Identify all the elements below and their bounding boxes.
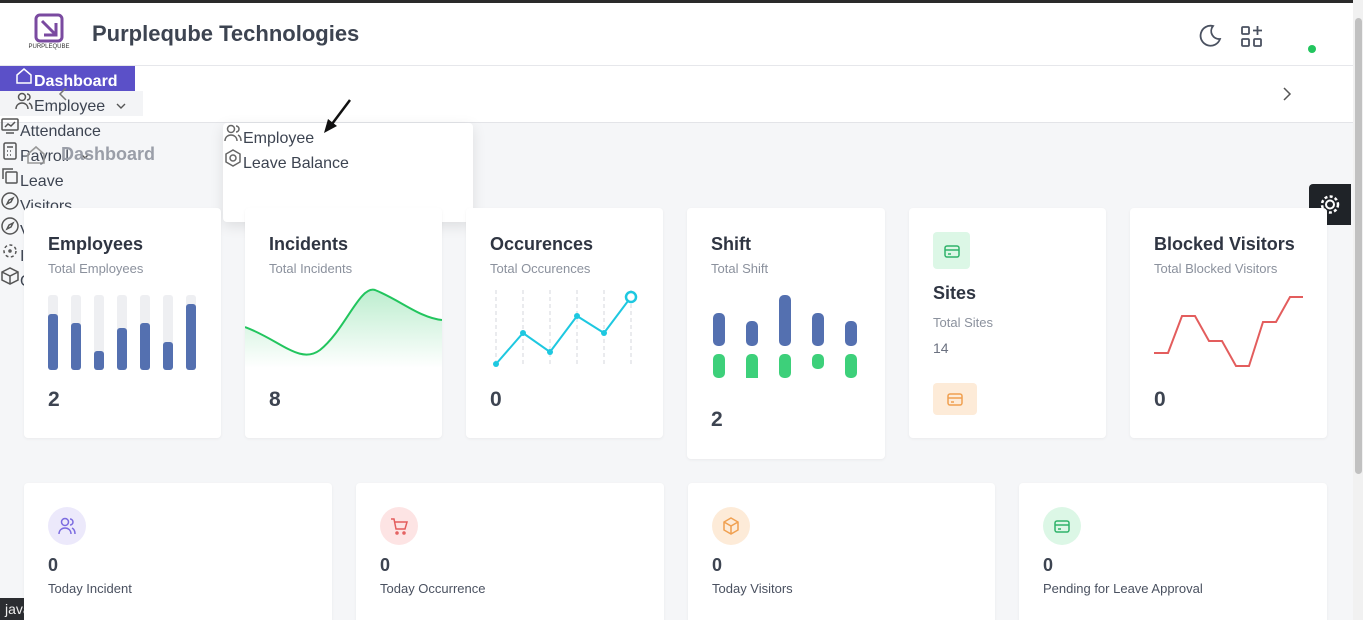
sparkline <box>245 288 442 368</box>
stat-card: Employees Total Employees 2 <box>24 208 221 438</box>
summary-value: 0 <box>48 555 59 575</box>
nav-item[interactable]: Attendance <box>0 116 130 141</box>
summary-value: 0 <box>1043 555 1054 575</box>
status-dot <box>1308 45 1316 53</box>
card-value: 8 <box>269 388 281 411</box>
nav-label: Employee <box>34 98 106 115</box>
card-value: 2 <box>48 388 60 411</box>
scrollbar <box>1353 0 1363 620</box>
logo: PURPLEQUBE <box>28 13 70 50</box>
summary-card: 0 Pending for Leave Approval <box>1019 483 1327 620</box>
dropdown-item[interactable]: Employee <box>223 123 473 148</box>
dropdown-label: Leave Balance <box>243 155 349 172</box>
stat-card: Blocked Visitors Total Blocked Visitors 0 <box>1130 208 1327 438</box>
stat-card: Shift Total Shift 2 <box>687 208 885 459</box>
sparkline <box>48 295 196 370</box>
card-subtitle: Total Blocked Visitors <box>1154 261 1278 276</box>
pointer-arrow <box>324 99 351 133</box>
summary-label: Pending for Leave Approval <box>1043 581 1203 596</box>
nav-label: Leave <box>20 173 64 190</box>
card-subtitle: Total Shift <box>711 261 769 276</box>
summary-label: Today Visitors <box>712 581 793 596</box>
summary-card: 0 Today Incident <box>24 483 332 620</box>
nav-label: Attendance <box>20 123 101 140</box>
stat-card: Incidents Total Incidents 8 <box>245 208 442 438</box>
card-value: 2 <box>711 408 723 431</box>
card-title: Sites <box>933 283 977 303</box>
nav-label: Dashboard <box>34 73 118 90</box>
card-subtitle: Total Sites <box>933 315 993 330</box>
card-title: Incidents <box>269 234 349 254</box>
card-value: 0 <box>1154 388 1166 411</box>
card-title: Occurences <box>490 234 594 254</box>
dropdown-label: Employee <box>243 130 315 147</box>
card-title: Employees <box>48 234 144 254</box>
nav-bar: Dashboard Employee Attendance Payroll Leave V… <box>0 66 1353 290</box>
breadcrumb-icon <box>27 145 45 164</box>
card-subtitle: Total Incidents <box>269 261 353 276</box>
card-subtitle: Total Occurences <box>490 261 591 276</box>
top-bar: PURPLEQUBE Purpleqube Technologies <box>0 0 1353 66</box>
stat-card: Occurences Total Occurences 0 <box>466 208 663 438</box>
sparkline <box>493 290 638 367</box>
sparkline <box>713 295 857 378</box>
card-title: Blocked Visitors <box>1154 234 1295 254</box>
card-title: Shift <box>711 234 751 254</box>
summary-label: Today Occurrence <box>380 581 486 596</box>
employee-dropdown: Employee Leave Balance <box>223 123 473 222</box>
nav-item[interactable]: Leave <box>0 166 90 191</box>
dropdown-item[interactable]: Leave Balance <box>223 148 473 173</box>
nav-item[interactable]: Employee <box>0 91 143 116</box>
summary-card: 0 Today Visitors <box>688 483 995 620</box>
stat-card: Sites Total Sites 14 <box>909 208 1106 438</box>
summary-value: 0 <box>380 555 391 575</box>
nav-item[interactable]: Dashboard <box>0 66 135 91</box>
sparkline <box>1154 296 1303 367</box>
theme-toggle[interactable] <box>1197 23 1223 49</box>
nav-next[interactable] <box>1280 86 1294 102</box>
card-subtitle: Total Employees <box>48 261 144 276</box>
summary-card: 0 Today Occurrence <box>356 483 664 620</box>
apps-button[interactable] <box>1240 25 1264 49</box>
summary-value: 0 <box>712 555 723 575</box>
company-name: Purpleqube Technologies <box>92 21 360 46</box>
card-value: 0 <box>490 388 502 411</box>
nav-prev[interactable] <box>56 86 70 102</box>
summary-label: Today Incident <box>48 581 132 596</box>
logo-text: PURPLEQUBE <box>28 44 69 50</box>
breadcrumb: Dashboard <box>61 144 156 164</box>
card-value: 14 <box>933 340 949 356</box>
